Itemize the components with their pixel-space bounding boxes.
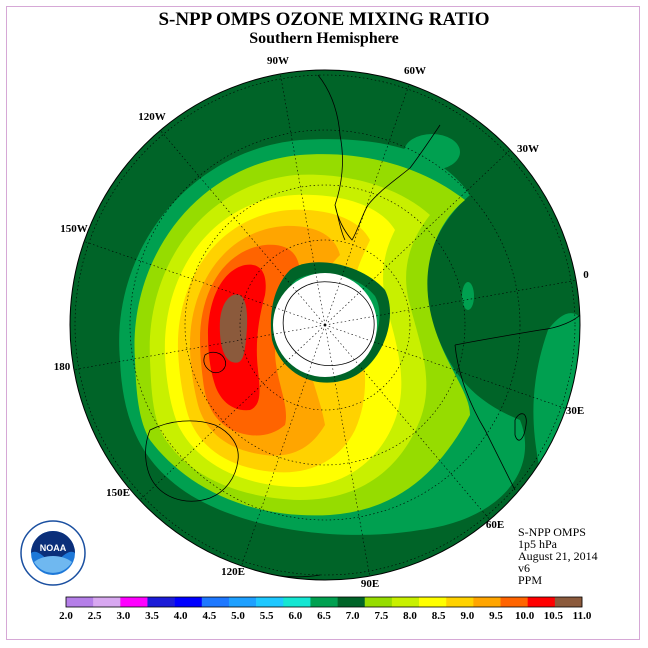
colorbar-swatch	[446, 597, 474, 607]
longitude-label: 150E	[106, 487, 130, 499]
colorbar-tick-label: 3.0	[116, 610, 130, 622]
colorbar-swatch	[310, 597, 338, 607]
longitude-label: 60E	[486, 519, 504, 531]
graticule	[71, 71, 579, 579]
australia-coast	[145, 420, 239, 502]
longitude-label: 180	[54, 361, 71, 373]
colorbar-tick-label: 3.5	[145, 610, 159, 622]
madagascar-coast	[514, 413, 527, 441]
colorbar-swatch	[419, 597, 447, 607]
longitude-label: 90E	[361, 578, 379, 590]
colorbar-tick-label: 4.0	[174, 610, 188, 622]
colorbar-swatch	[391, 597, 420, 607]
colorbar-tick-label: 10.0	[515, 610, 535, 622]
colorbar-tick-label: 11.0	[573, 610, 592, 622]
longitude-label: 30E	[566, 405, 584, 417]
map-title: S-NPP OMPS OZONE MIXING RATIO	[158, 9, 490, 30]
colorbar-tick-label: 9.5	[489, 610, 503, 622]
ozone-field	[70, 70, 580, 580]
colorbar-swatch	[256, 597, 284, 607]
noaa-logo-text: NOAA	[40, 543, 67, 553]
colorbar-outline	[65, 596, 583, 608]
colorbar-tick-label: 7.0	[346, 610, 360, 622]
colorbar-tick-labels: 2.0 2.5 3.0 3.5 4.0 4.5 5.0 5.5 6.0 6.5 7.0 7.5 8.0 8…	[59, 610, 592, 622]
colorbar-swatch	[337, 597, 366, 607]
longitude-label: 150W	[60, 223, 88, 235]
longitude-label: 120E	[221, 566, 245, 578]
longitude-label: 30W	[517, 143, 539, 155]
africa-coast	[454, 314, 580, 491]
antarctica-coast	[282, 281, 375, 367]
longitude-label: 60W	[404, 65, 426, 77]
info-pressure: 1p5 hPa	[518, 537, 557, 551]
colorbar-swatch	[201, 597, 230, 607]
figure-frame	[6, 6, 640, 640]
colorbar-tick-label: 9.0	[460, 610, 474, 622]
colorbar-swatch	[554, 597, 583, 607]
map-outline	[69, 69, 581, 581]
colorbar-tick-label: 6.0	[288, 610, 302, 622]
colorbar-tick-label: 5.0	[231, 610, 245, 622]
colorbar-swatch	[93, 597, 121, 607]
info-date: August 21, 2014	[518, 549, 598, 563]
colorbar-swatch	[283, 597, 311, 607]
south-america-coast	[317, 74, 441, 241]
colorbar-tick-label: 8.0	[403, 610, 417, 622]
colorbar-swatches	[65, 596, 583, 608]
longitude-label: 120W	[138, 111, 166, 123]
colorbar-tick-label: 5.5	[260, 610, 274, 622]
colorbar-tick-label: 6.5	[317, 610, 331, 622]
colorbar-tick-label: 4.5	[202, 610, 216, 622]
colorbar-swatch	[120, 597, 148, 607]
longitude-label: 90W	[267, 55, 289, 67]
colorbar-swatch	[473, 597, 501, 607]
colorbar-swatch	[147, 597, 175, 607]
longitude-label: 0	[583, 269, 589, 281]
colorbar-tick-label: 2.0	[59, 610, 73, 622]
colorbar-tick-label: 2.5	[88, 610, 102, 622]
info-units: PPM	[518, 573, 543, 587]
colorbar-swatch	[66, 597, 94, 607]
info-version: v6	[518, 561, 530, 575]
colorbar-swatch	[527, 597, 556, 607]
info-block: S-NPP OMPS 1p5 hPa August 21, 2014 v6 PP…	[518, 526, 598, 586]
colorbar-tick-label: 8.5	[432, 610, 446, 622]
colorbar-tick-label: 10.5	[544, 610, 564, 622]
colorbar-tick-label: 7.5	[374, 610, 388, 622]
colorbar-swatch	[500, 597, 528, 607]
noaa-logo: NOAA	[20, 520, 86, 586]
new-zealand-coast	[203, 351, 227, 374]
contour-6.5-patch	[404, 134, 460, 170]
colorbar-swatch	[364, 597, 393, 607]
colorbar-swatch	[228, 597, 257, 607]
map-subtitle: Southern Hemisphere	[249, 30, 399, 47]
colorbar-swatch	[174, 597, 203, 607]
contour-11.0	[219, 294, 248, 363]
info-instrument: S-NPP OMPS	[518, 525, 586, 539]
contour-6.5-patch2	[462, 282, 474, 310]
longitude-labels: 90W 60W 30W 0 30E 60E 90E 120E 150E 180 150W 120W	[54, 55, 590, 590]
